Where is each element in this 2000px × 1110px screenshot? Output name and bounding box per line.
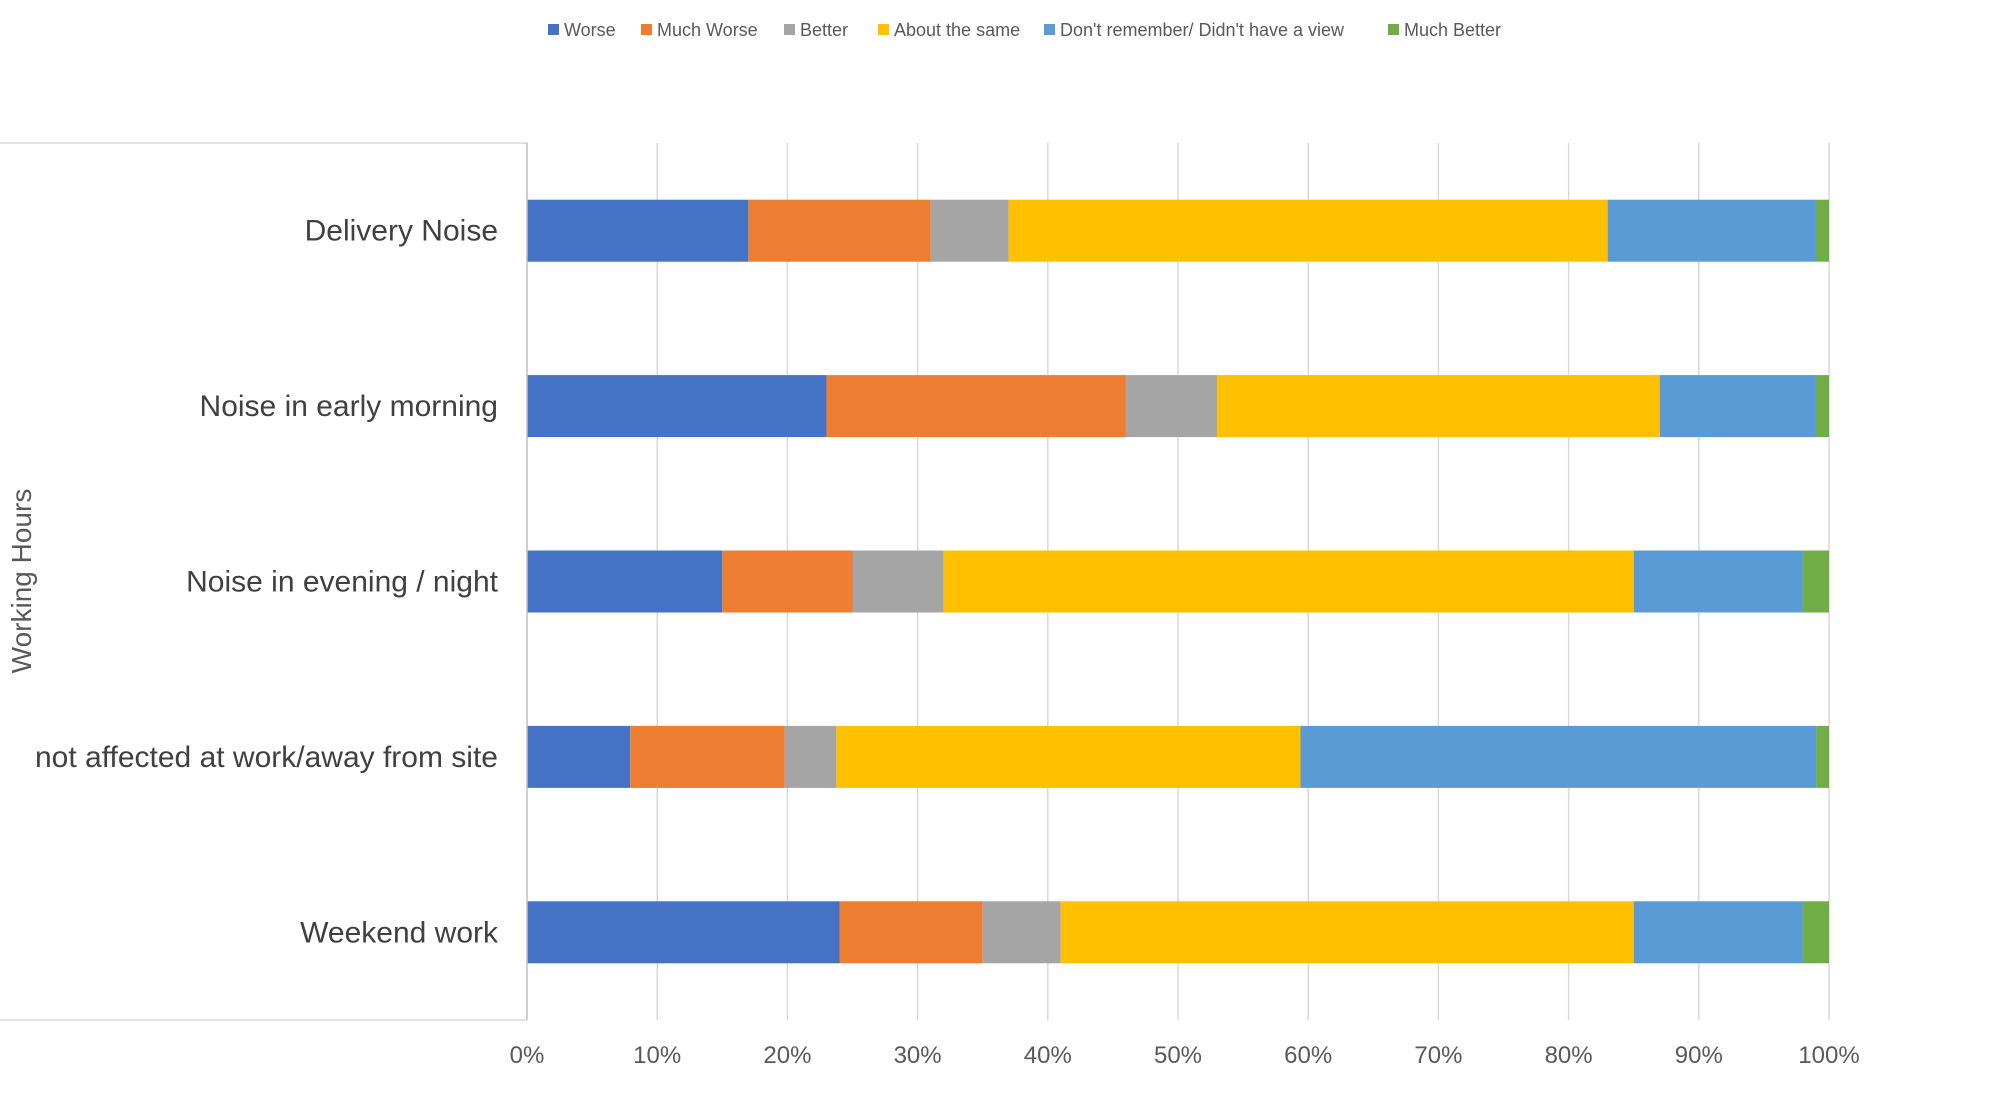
bar-segment-about-the-same xyxy=(1008,199,1608,262)
bars xyxy=(527,199,1829,964)
x-tick-label: 40% xyxy=(1024,1042,1072,1069)
x-tick-label: 50% xyxy=(1154,1042,1202,1069)
bar-segment-much-worse xyxy=(839,901,983,964)
category-label: Delivery Noise xyxy=(305,215,498,248)
bar-segment-much-better xyxy=(1815,375,1829,438)
x-tick-label: 100% xyxy=(1798,1042,1859,1069)
bar-segment-much-worse xyxy=(826,375,1126,438)
bar-row-not-affected-at-work-away-from-site xyxy=(527,725,1829,788)
bar-segment-don-t-remember-didn-t-have-a-view xyxy=(1633,901,1803,964)
legend-item-better: Better xyxy=(784,20,848,40)
bar-segment-worse xyxy=(527,901,840,964)
legend-label: Worse xyxy=(564,20,616,40)
legend-item-much-worse: Much Worse xyxy=(641,20,758,40)
bar-segment-much-better xyxy=(1815,199,1829,262)
bar-segment-don-t-remember-didn-t-have-a-view xyxy=(1659,375,1816,438)
legend-swatch xyxy=(784,24,795,35)
category-label: Noise in evening / night xyxy=(186,566,499,599)
bar-row-noise-in-evening-night xyxy=(527,550,1829,613)
category-label: Noise in early morning xyxy=(200,390,498,423)
legend: Worse Much Worse Better About the same Don't… xyxy=(548,20,1501,40)
bar-row-weekend-work xyxy=(527,901,1829,964)
category-label: Weekend work xyxy=(300,916,499,949)
legend-item-about-the-same: About the same xyxy=(878,20,1020,40)
bar-segment-better xyxy=(982,901,1061,964)
legend-item-don-t-remember-didn-t-have-a-view: Don't remember/ Didn't have a view xyxy=(1044,20,1345,40)
bar-segment-about-the-same xyxy=(1217,375,1660,438)
bar-segment-worse xyxy=(527,550,723,613)
bar-segment-much-better xyxy=(1802,901,1829,964)
legend-label: Don't remember/ Didn't have a view xyxy=(1060,20,1345,40)
bar-row-noise-in-early-morning xyxy=(527,375,1829,438)
legend-swatch xyxy=(641,24,652,35)
bar-segment-better xyxy=(852,550,944,613)
bar-segment-much-better xyxy=(1802,550,1829,613)
bar-segment-about-the-same xyxy=(1060,901,1634,964)
legend-label: About the same xyxy=(894,20,1020,40)
bar-segment-much-worse xyxy=(748,199,931,262)
legend-label: Better xyxy=(800,20,848,40)
legend-swatch xyxy=(1388,24,1399,35)
category-labels: Delivery Noise Noise in early morning Nois… xyxy=(35,215,499,950)
legend-item-much-better: Much Better xyxy=(1388,20,1501,40)
legend-item-worse: Worse xyxy=(548,20,616,40)
bar-segment-don-t-remember-didn-t-have-a-view xyxy=(1300,725,1817,788)
bar-segment-much-worse xyxy=(722,550,853,613)
bar-segment-much-better xyxy=(1816,725,1829,788)
bar-row-delivery-noise xyxy=(527,199,1829,262)
bar-segment-worse xyxy=(527,375,827,438)
x-tick-label: 30% xyxy=(894,1042,942,1069)
bar-segment-about-the-same xyxy=(943,550,1634,613)
bar-segment-worse xyxy=(527,725,631,788)
legend-swatch xyxy=(548,24,559,35)
x-tick-labels: 0% 10% 20% 30% 40% 50% 60% 70% 80% 90% 100% xyxy=(510,1042,1860,1069)
legend-label: Much Worse xyxy=(657,20,758,40)
x-tick-label: 90% xyxy=(1675,1042,1723,1069)
x-tick-label: 20% xyxy=(763,1042,811,1069)
legend-swatch xyxy=(878,24,889,35)
bar-segment-don-t-remember-didn-t-have-a-view xyxy=(1607,199,1816,262)
category-label: not affected at work/away from site xyxy=(35,741,498,774)
x-tick-label: 70% xyxy=(1414,1042,1462,1069)
bar-segment-much-worse xyxy=(630,725,785,788)
x-tick-label: 60% xyxy=(1284,1042,1332,1069)
bar-segment-about-the-same xyxy=(836,725,1301,788)
bar-segment-worse xyxy=(527,199,749,262)
x-tick-label: 80% xyxy=(1545,1042,1593,1069)
legend-swatch xyxy=(1044,24,1055,35)
bar-segment-better xyxy=(784,725,837,788)
bar-segment-better xyxy=(1125,375,1218,438)
bar-segment-better xyxy=(930,199,1009,262)
x-tick-label: 10% xyxy=(633,1042,681,1069)
legend-label: Much Better xyxy=(1404,20,1501,40)
y-axis-title: Working Hours xyxy=(6,489,37,674)
x-tick-label: 0% xyxy=(510,1042,545,1069)
bar-segment-don-t-remember-didn-t-have-a-view xyxy=(1633,550,1803,613)
